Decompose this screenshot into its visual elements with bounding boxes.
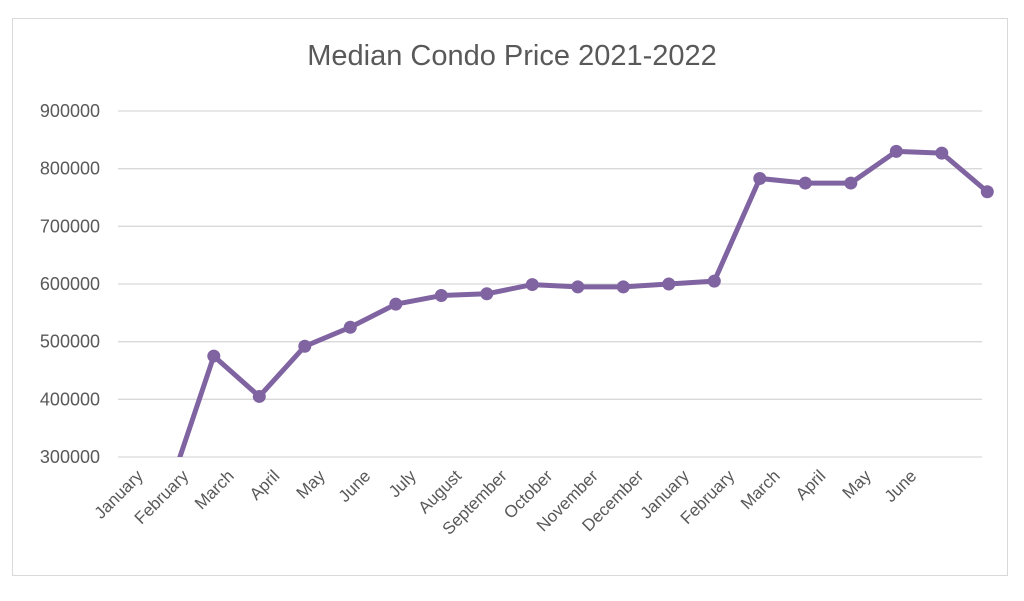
data-point xyxy=(525,278,539,292)
data-point xyxy=(343,320,357,334)
y-tick-label: 700000 xyxy=(40,216,100,236)
data-point xyxy=(616,280,630,294)
y-tick-label: 800000 xyxy=(40,159,100,179)
y-tick-label: 600000 xyxy=(40,274,100,294)
data-point xyxy=(980,185,994,199)
data-point xyxy=(480,287,494,301)
data-point xyxy=(935,146,949,160)
x-tick-label: May xyxy=(839,466,875,502)
series-0 xyxy=(177,144,994,457)
y-tick-label: 300000 xyxy=(40,447,100,467)
y-tick-label: 500000 xyxy=(40,332,100,352)
x-tick-label: June xyxy=(335,466,375,506)
data-point xyxy=(889,144,903,158)
data-point xyxy=(389,297,403,311)
data-point xyxy=(844,176,858,190)
data-point xyxy=(707,274,721,288)
data-point xyxy=(434,289,448,303)
y-tick-label: 900000 xyxy=(40,101,100,121)
y-tick-label: 400000 xyxy=(40,389,100,409)
data-point xyxy=(662,277,676,291)
x-tick-label: July xyxy=(385,466,420,501)
x-tick-label: June xyxy=(881,466,921,506)
chart-title: Median Condo Price 2021-2022 xyxy=(307,40,717,72)
x-tick-label: March xyxy=(737,466,784,513)
x-tick-label: May xyxy=(293,466,329,502)
data-point xyxy=(298,339,312,353)
data-point xyxy=(753,171,767,185)
x-tick-label: March xyxy=(191,466,238,513)
series-line xyxy=(177,148,989,457)
data-point xyxy=(571,280,585,294)
data-point xyxy=(798,176,812,190)
y-axis-ticks: 900000 800000 700000 600000 500000 400000 3000… xyxy=(40,101,100,467)
series-layer xyxy=(177,144,994,457)
data-point xyxy=(207,349,221,363)
data-point xyxy=(252,389,266,403)
x-tick-label: April xyxy=(246,466,283,503)
x-tick-label: April xyxy=(792,466,829,503)
